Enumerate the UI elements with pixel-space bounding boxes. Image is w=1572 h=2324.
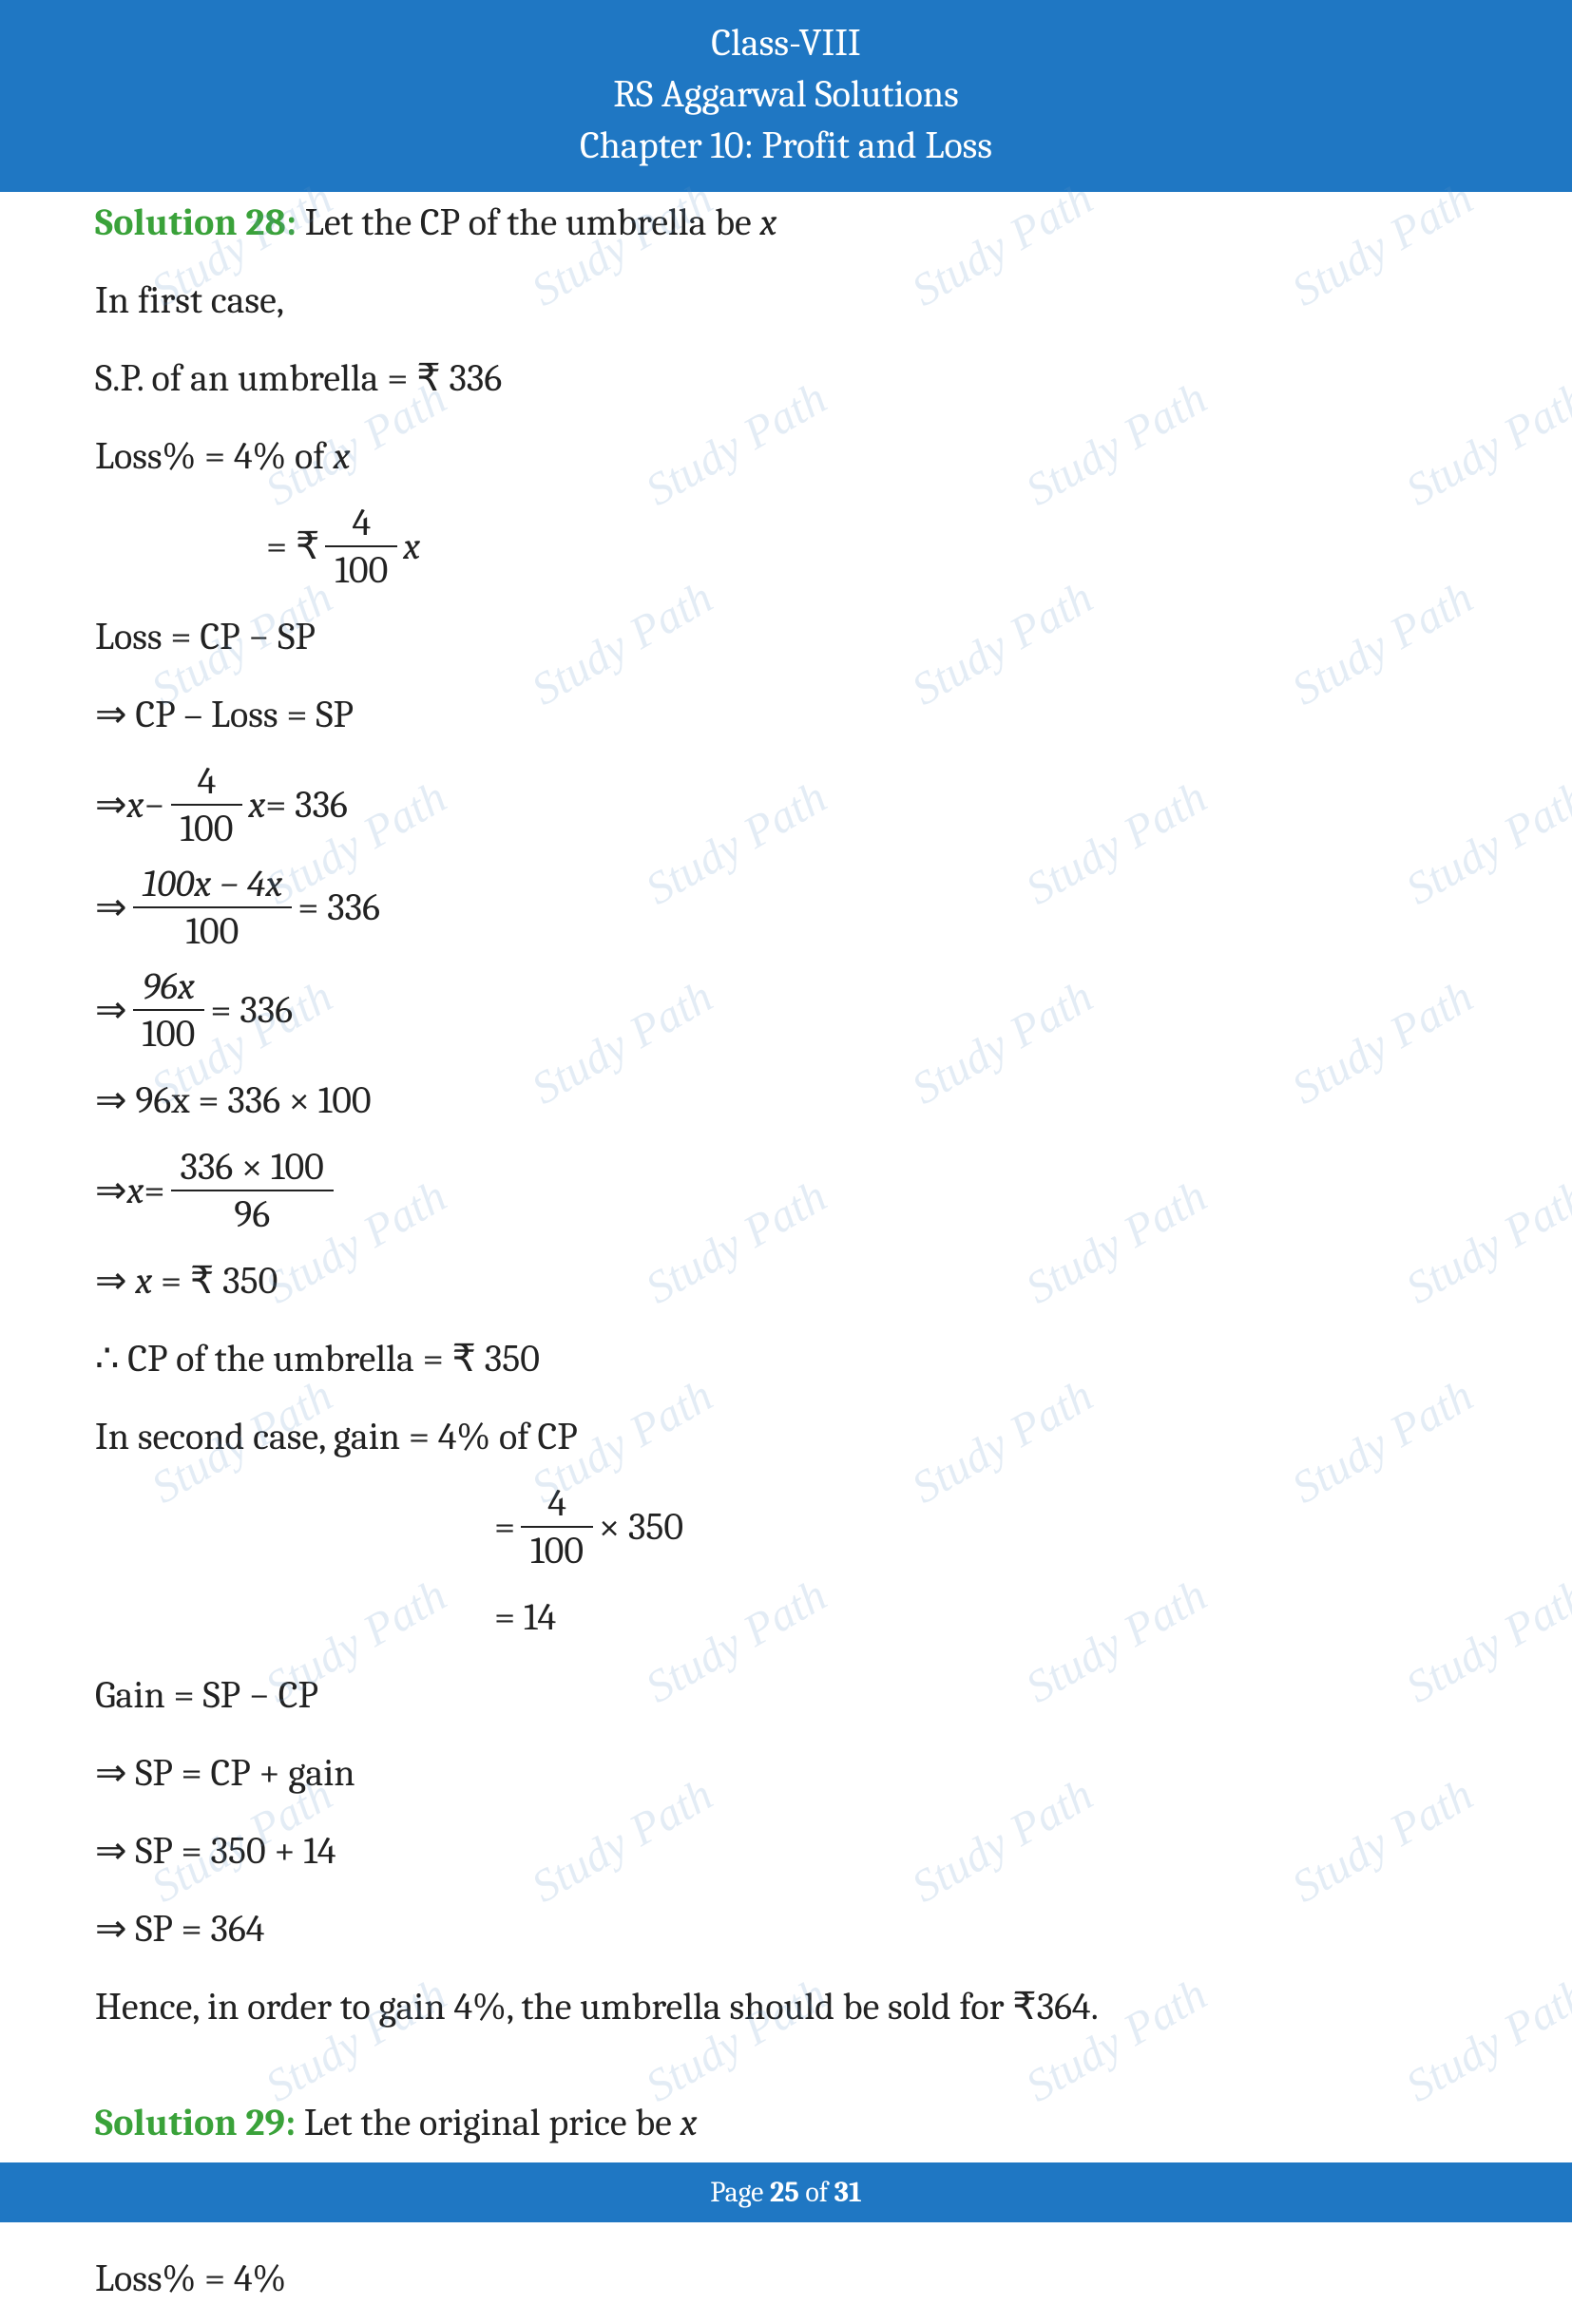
s28-l4-den: 100 [325, 547, 397, 591]
s28-l4: = ₹ 4 100 x [95, 502, 1477, 591]
s28-l7-frac: 4 100 [171, 760, 243, 849]
s28-l9-num-text: 96x [143, 964, 195, 1008]
footer-of: of [799, 2176, 834, 2209]
s28-l11-num: 336 × 100 [171, 1146, 334, 1191]
s28-l7-x1: x [127, 772, 144, 837]
s28-l10: ⇒ 96x = 336 × 100 [95, 1068, 1477, 1133]
s28-l21: Hence, in order to gain 4%, the umbrella… [95, 1974, 1477, 2039]
s28-l18: ⇒ SP = CP + gain [95, 1741, 1477, 1805]
header-line-3: Chapter 10: Profit and Loss [0, 120, 1572, 171]
s28-l12-pre: ⇒ [95, 1259, 135, 1303]
s28-l9-num: 96x [133, 965, 205, 1011]
s28-l6: ⇒ CP – Loss = SP [95, 682, 1477, 747]
s28-l1: In first case, [95, 268, 1477, 333]
s28-l20: ⇒ SP = 364 [95, 1896, 1477, 1961]
s28-l11-frac: 336 × 100 96 [171, 1146, 334, 1235]
s28-l4-prefix: = ₹ [266, 514, 319, 579]
solution-29-label: Solution 29: [95, 2101, 296, 2144]
s28-l7-den: 100 [171, 806, 243, 849]
s28-l10-text: ⇒ 96x = 336 × 100 [95, 1078, 372, 1122]
page-content: Solution 28: Let the CP of the umbrella … [95, 190, 1477, 2324]
s28-l11-pre: ⇒ [95, 1158, 127, 1223]
footer-current: 25 [770, 2176, 799, 2209]
s28-l4-num: 4 [325, 502, 397, 547]
s28-l7: ⇒ x − 4 100 x = 336 [95, 760, 1477, 849]
solution-28-intro-var: x [759, 200, 776, 244]
s28-l7-num: 4 [171, 760, 243, 806]
s28-l9-frac: 96x 100 [133, 965, 205, 1055]
s28-l11-eq: = [144, 1158, 164, 1223]
solution-28-label: Solution 28: [95, 200, 297, 244]
s28-l15: = 4 100 × 350 [95, 1482, 1477, 1572]
footer-total: 31 [834, 2176, 862, 2209]
page-header: Class-VIII RS Aggarwal Solutions Chapter… [0, 0, 1572, 192]
s28-l7-x2: x [248, 772, 265, 837]
s28-l5: Loss = CP − SP [95, 604, 1477, 669]
footer-prefix: Page [710, 2176, 770, 2209]
s28-l15-num: 4 [521, 1482, 593, 1528]
s28-l7-pre: ⇒ [95, 772, 127, 837]
s28-l8: ⇒ 100x − 4x 100 = 336 [95, 863, 1477, 952]
s28-l15-den: 100 [521, 1528, 593, 1572]
s28-l11-den: 96 [171, 1191, 334, 1235]
s28-l8-num: 100x − 4x [133, 863, 293, 908]
s28-l8-den: 100 [133, 908, 293, 952]
s28-l11-x: x [127, 1158, 144, 1223]
s28-l8-num-text: 100x − 4x [143, 862, 283, 905]
s28-l12-x: x [135, 1259, 152, 1303]
s28-l9-den: 100 [133, 1011, 205, 1055]
solution-28-intro: Let the CP of the umbrella be [297, 200, 759, 244]
s28-l9: ⇒ 96x 100 = 336 [95, 965, 1477, 1055]
s28-l12: ⇒ x = ₹ 350 [95, 1248, 1477, 1313]
s28-l7-eq: = 336 [265, 772, 348, 837]
s28-l17: Gain = SP − CP [95, 1663, 1477, 1727]
s28-l13: ∴ CP of the umbrella = ₹ 350 [95, 1326, 1477, 1391]
s28-l4-var: x [403, 514, 420, 579]
spacer [95, 2052, 1477, 2090]
s28-l3b: x [334, 434, 351, 478]
solution-29-heading: Solution 29: Let the original price be x [95, 2090, 1477, 2155]
s28-l8-pre: ⇒ [95, 875, 127, 940]
s28-l14: In second case, gain = 4% of CP [95, 1404, 1477, 1469]
s28-l15-rest: × 350 [599, 1495, 683, 1559]
s28-l7-minus: − [144, 772, 164, 837]
s28-l11: ⇒ x = 336 × 100 96 [95, 1146, 1477, 1235]
s28-l15-frac: 4 100 [521, 1482, 593, 1572]
s28-l9-eq: = 336 [210, 978, 293, 1042]
s28-l19: ⇒ SP = 350 + 14 [95, 1819, 1477, 1883]
s28-l9-pre: ⇒ [95, 978, 127, 1042]
s28-l15-pre: = [494, 1495, 515, 1559]
s28-l2: S.P. of an umbrella = ₹ 336 [95, 346, 1477, 410]
solution-29-intro: Let the original price be [296, 2101, 680, 2144]
solution-28-heading: Solution 28: Let the CP of the umbrella … [95, 190, 1477, 255]
header-line-2: RS Aggarwal Solutions [0, 68, 1572, 120]
page-footer: Page 25 of 31 [0, 2162, 1572, 2222]
header-line-1: Class-VIII [0, 17, 1572, 68]
solution-29-intro-var: x [681, 2101, 698, 2144]
s28-l12-rest: = ₹ 350 [152, 1259, 278, 1303]
s28-l3: Loss% = 4% of x [95, 424, 1477, 488]
s28-l4-frac: 4 100 [325, 502, 397, 591]
s28-l3a: Loss% = 4% of [95, 434, 334, 478]
s29-l2: Loss% = 4% [95, 2246, 1477, 2311]
s28-l16: = 14 [95, 1585, 1477, 1649]
s28-l8-frac: 100x − 4x 100 [133, 863, 293, 952]
s28-l8-eq: = 336 [297, 875, 380, 940]
